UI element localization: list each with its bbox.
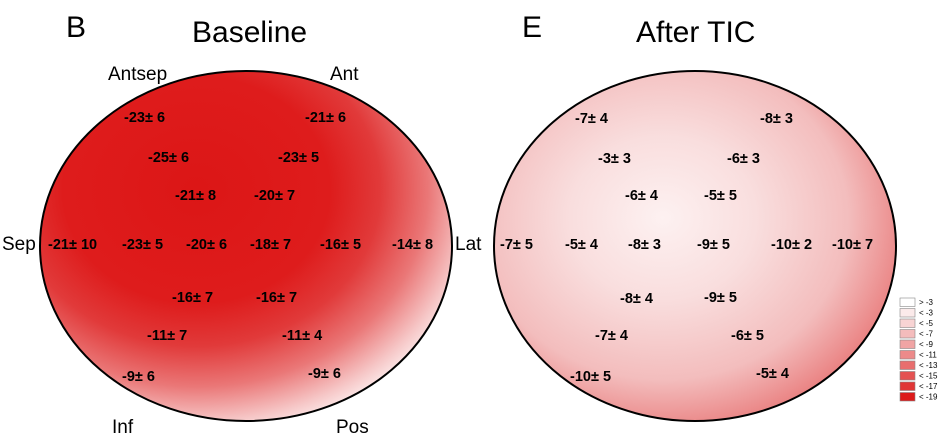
legend-swatch <box>899 329 916 339</box>
after-tic-seg-5: -6± 4 <box>625 188 658 204</box>
baseline-polar-map <box>39 70 453 422</box>
after-tic-seg-14: -9± 5 <box>704 290 737 306</box>
panel-baseline: B Baseline Antsep Ant Sep Inf Pos -23± 6… <box>2 11 453 438</box>
color-legend: > -3 < -3< -5 < -7< -9 < -11< -13 < -15< -17… <box>899 297 938 402</box>
panel-letter-e: E <box>522 11 542 44</box>
baseline-seg-1: -23± 6 <box>124 110 165 126</box>
after-tic-seg-9: -8± 3 <box>628 237 661 253</box>
after-tic-seg-13: -8± 4 <box>620 291 653 307</box>
baseline-seg-2: -21± 6 <box>305 110 346 126</box>
baseline-seg-3: -25± 6 <box>148 150 189 166</box>
legend-swatch <box>899 350 916 360</box>
baseline-seg-5: -21± 8 <box>175 188 216 204</box>
label-inf: Inf <box>112 417 134 438</box>
after-tic-seg-17: -10± 5 <box>570 369 611 385</box>
legend-label: < -19 <box>919 393 938 402</box>
legend-swatch <box>899 360 916 370</box>
after-tic-seg-8: -5± 4 <box>565 237 598 253</box>
panel-title-baseline: Baseline <box>192 16 307 49</box>
legend-swatch <box>899 308 916 318</box>
after-tic-seg-3: -3± 3 <box>598 151 631 167</box>
baseline-seg-13: -16± 7 <box>172 290 213 306</box>
legend-label: < -7 <box>919 330 934 339</box>
legend-swatch <box>899 381 916 391</box>
after-tic-seg-4: -6± 3 <box>727 151 760 167</box>
after-tic-seg-15: -7± 4 <box>595 328 628 344</box>
legend-label: < -13 <box>919 361 938 370</box>
legend-label: > -3 <box>919 298 934 307</box>
baseline-seg-8: -23± 5 <box>122 237 163 253</box>
legend-label: < -17 <box>919 382 938 391</box>
panel-after-tic: E After TIC Lat -7± 4 -8± 3 -3± 3 -6± 3 … <box>455 11 897 422</box>
after-tic-seg-12: -10± 7 <box>832 237 873 253</box>
baseline-seg-12: -14± 8 <box>392 237 433 253</box>
legend-swatch <box>899 297 916 307</box>
legend-swatch <box>899 392 916 402</box>
label-lat: Lat <box>455 234 482 255</box>
baseline-seg-16: -11± 4 <box>282 328 322 344</box>
after-tic-polar-map <box>493 70 897 422</box>
panel-title-after-tic: After TIC <box>636 16 755 49</box>
baseline-seg-17: -9± 6 <box>122 369 155 385</box>
after-tic-seg-11: -10± 2 <box>771 237 812 253</box>
legend-label: < -11 <box>919 351 937 360</box>
after-tic-seg-18: -5± 4 <box>756 366 789 382</box>
baseline-seg-15: -11± 7 <box>147 328 187 344</box>
label-antsep: Antsep <box>108 64 167 85</box>
after-tic-seg-6: -5± 5 <box>704 188 737 204</box>
legend-label: < -15 <box>919 372 938 381</box>
legend-swatch <box>899 318 916 328</box>
legend-swatch <box>899 371 916 381</box>
baseline-seg-10: -18± 7 <box>250 237 291 253</box>
baseline-seg-11: -16± 5 <box>320 237 361 253</box>
after-tic-seg-7: -7± 5 <box>500 237 533 253</box>
after-tic-seg-1: -7± 4 <box>575 111 608 127</box>
after-tic-seg-2: -8± 3 <box>760 111 793 127</box>
label-pos: Pos <box>336 417 369 438</box>
legend-swatch <box>899 339 916 349</box>
after-tic-seg-16: -6± 5 <box>731 328 764 344</box>
after-tic-seg-10: -9± 5 <box>697 237 730 253</box>
baseline-seg-9: -20± 6 <box>186 237 227 253</box>
baseline-seg-6: -20± 7 <box>254 188 295 204</box>
label-ant: Ant <box>330 64 359 85</box>
label-sep: Sep <box>2 234 36 255</box>
legend-label: < -5 <box>919 319 934 328</box>
baseline-seg-4: -23± 5 <box>278 150 319 166</box>
legend-label: < -9 <box>919 340 934 349</box>
baseline-seg-14: -16± 7 <box>256 290 297 306</box>
panel-letter-b: B <box>66 11 86 44</box>
baseline-seg-7: -21± 10 <box>48 237 97 253</box>
legend-label: < -3 <box>919 309 934 318</box>
baseline-seg-18: -9± 6 <box>308 366 341 382</box>
